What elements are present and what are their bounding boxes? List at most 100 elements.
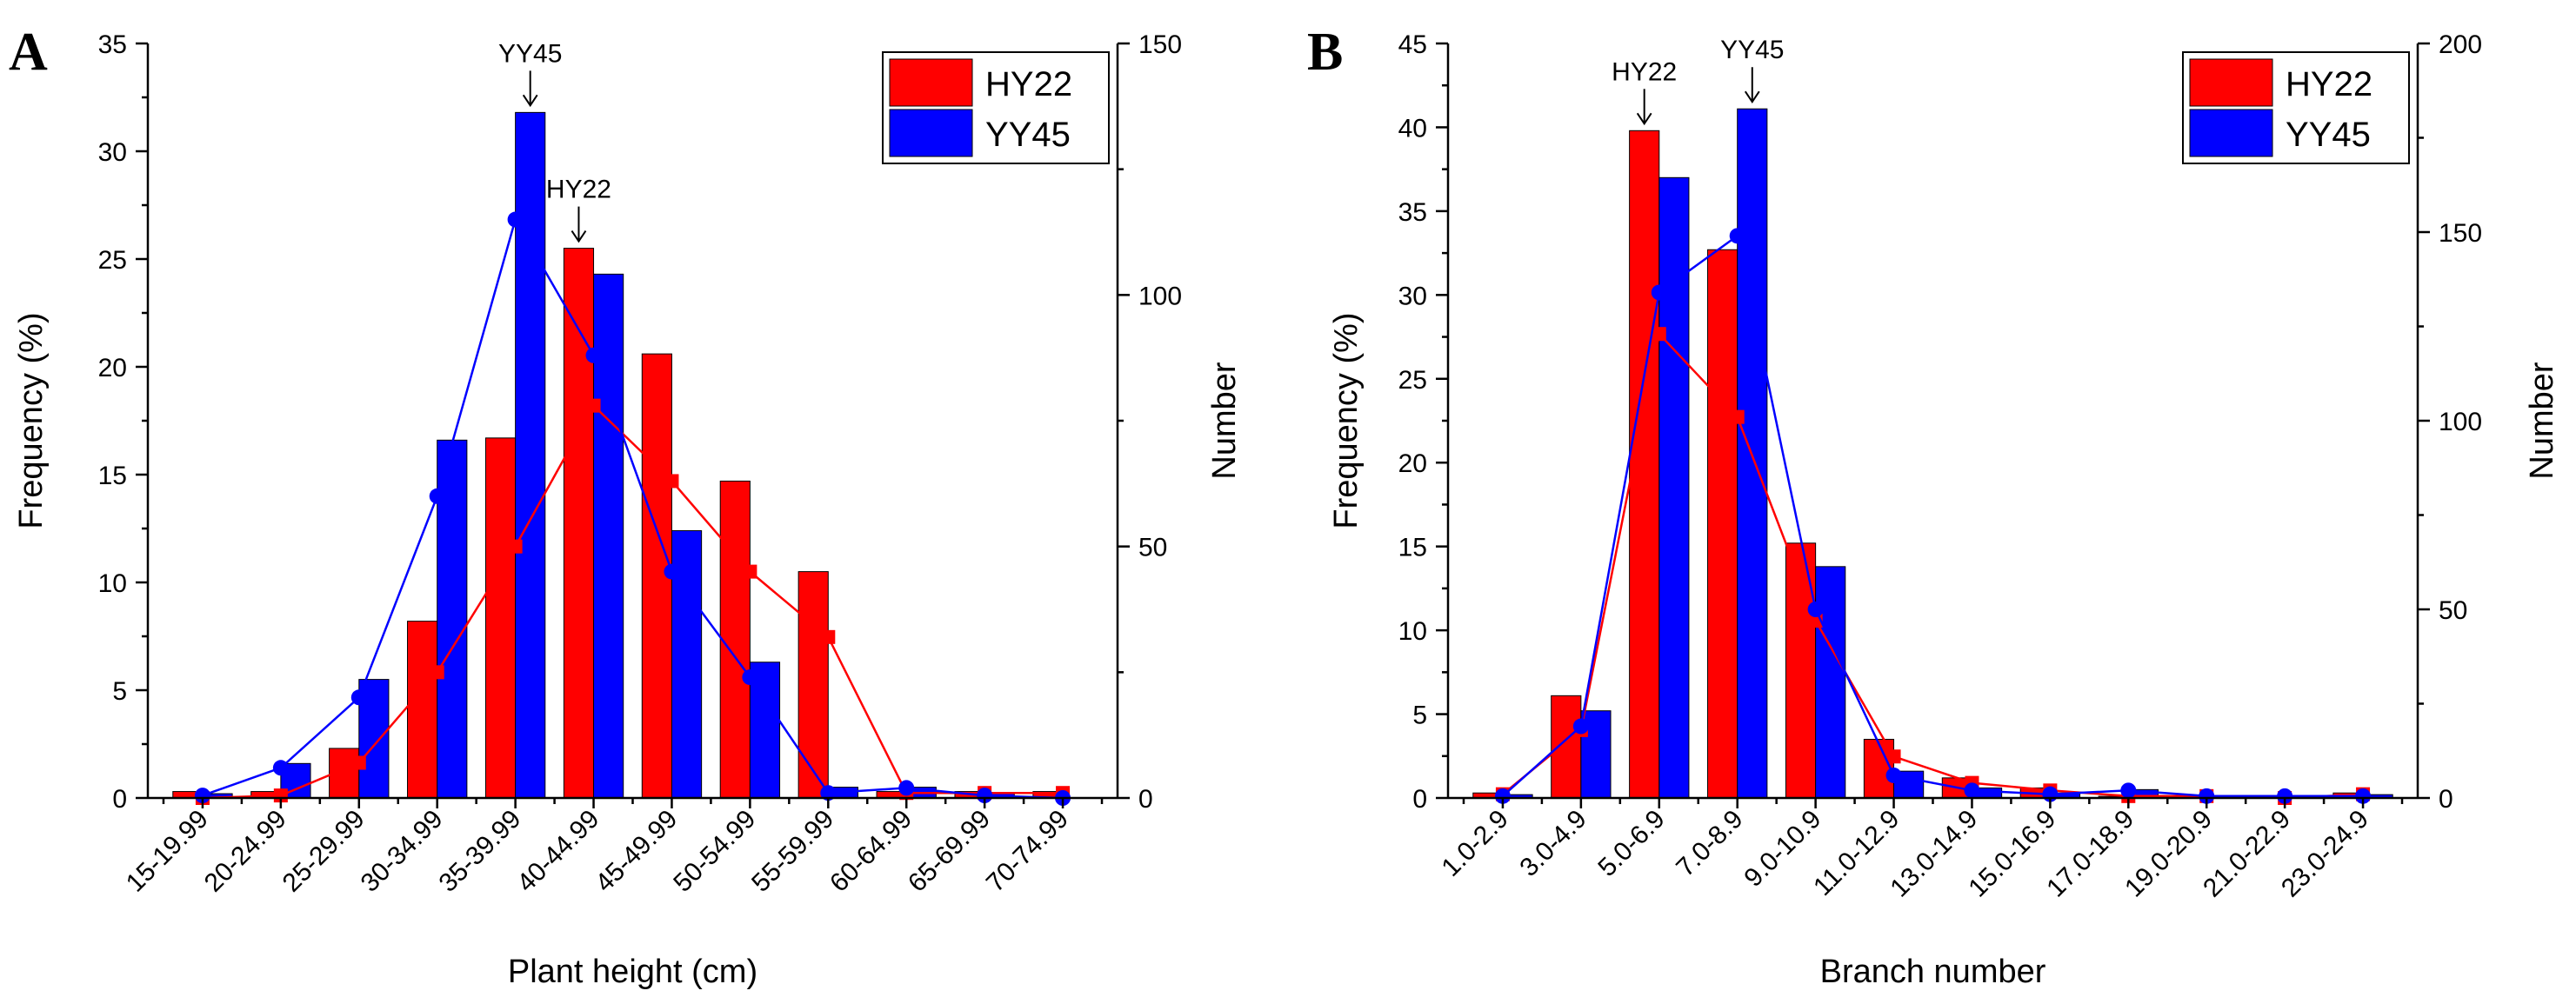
- y2-tick-label: 200: [2439, 30, 2482, 59]
- y2-tick-label: 0: [1138, 785, 1153, 814]
- y2-tick-label: 100: [1138, 282, 1182, 310]
- x-tick-label: 70-74.99: [981, 805, 1074, 898]
- y-tick-label: 20: [98, 354, 127, 382]
- y2-tick-label: 150: [2439, 219, 2482, 248]
- legend-swatch-hy22: [889, 58, 973, 107]
- count-point-hy22-3: [430, 665, 444, 680]
- count-point-yy45-0: [194, 788, 210, 804]
- x-tick-label: 15-19.99: [121, 805, 214, 898]
- count-point-yy45-8: [2120, 782, 2137, 799]
- x-tick-label: 5.0-6.9: [1592, 805, 1670, 882]
- x-tick-label: 50-54.99: [668, 805, 761, 898]
- x-axis-title: Plant height (cm): [508, 954, 757, 990]
- y-tick-label: 5: [1412, 701, 1427, 730]
- count-point-yy45-6: [1964, 782, 1980, 799]
- y-tick-label: 5: [112, 677, 127, 706]
- y-tick-label: 35: [1398, 198, 1427, 227]
- bar-yy45-2: [1658, 176, 1690, 799]
- annotation-arrowhead: [1744, 90, 1760, 104]
- count-point-yy45-2: [350, 689, 367, 706]
- annotation-label: HY22: [546, 176, 611, 204]
- count-point-yy45-0: [1494, 788, 1511, 804]
- x-tick-label: 7.0-8.9: [1671, 805, 1748, 882]
- x-tick-label: 35-39.99: [433, 805, 526, 898]
- count-point-hy22-3: [1730, 409, 1745, 424]
- count-point-hy22-5: [1886, 749, 1901, 764]
- legend-label-yy45: YY45: [2286, 116, 2371, 154]
- count-point-hy22-7: [743, 564, 757, 579]
- y-tick-label: 0: [112, 785, 127, 814]
- count-point-yy45-1: [272, 760, 289, 776]
- count-point-hy22-8: [821, 629, 836, 644]
- count-point-yy45-4: [1807, 602, 1824, 617]
- bar-hy22-7: [719, 480, 751, 799]
- annotation-arrowhead: [522, 94, 538, 108]
- count-point-yy45-10: [977, 788, 993, 804]
- y-tick-label: 25: [1398, 366, 1427, 395]
- bar-hy22-4: [484, 437, 517, 799]
- y-axis-title: Frequency (%): [1328, 312, 1365, 529]
- legend-swatch-yy45: [2189, 109, 2273, 157]
- count-point-yy45-1: [1572, 718, 1589, 735]
- bar-yy45-4: [1815, 566, 1846, 799]
- y-tick-label: 30: [98, 138, 127, 167]
- panel-letter: A: [9, 23, 48, 82]
- count-point-hy22-2: [1652, 327, 1666, 342]
- count-line-hy22: [202, 403, 1064, 800]
- legend-swatch-hy22: [2189, 58, 2273, 107]
- y2-tick-label: 150: [1138, 30, 1182, 59]
- y2-tick-label: 100: [2439, 408, 2482, 436]
- count-line-yy45: [202, 216, 1064, 800]
- x-axis-title: Branch number: [1820, 954, 2046, 990]
- count-point-hy22-4: [508, 539, 523, 554]
- legend-label-hy22: HY22: [985, 65, 1072, 103]
- chart-panel-a: A 0 5 10 15 20 25 30 35 0 50 100 150 15-19.9920-24.99…: [9, 23, 1243, 990]
- y2-axis-title: Number: [2524, 362, 2560, 479]
- y-tick-label: 45: [1398, 30, 1427, 59]
- count-point-yy45-7: [742, 669, 758, 686]
- annotation-arrowhead: [1636, 112, 1652, 126]
- annotation-arrowhead: [571, 230, 587, 243]
- x-tick-label: 3.0-4.9: [1514, 805, 1592, 882]
- count-point-yy45-11: [2355, 788, 2372, 804]
- count-point-hy22-5: [586, 398, 601, 413]
- y-tick-label: 40: [1398, 114, 1427, 143]
- bar-hy22-3: [407, 621, 438, 799]
- panel-letter: B: [1307, 23, 1343, 82]
- count-point-yy45-5: [1885, 767, 1902, 783]
- x-tick-label: 65-69.99: [903, 805, 996, 898]
- y2-tick-label: 50: [2439, 596, 2467, 625]
- count-point-hy22-2: [351, 755, 366, 770]
- legend-label-hy22: HY22: [2286, 65, 2372, 103]
- x-tick-label: 25-29.99: [277, 805, 370, 898]
- y-tick-label: 25: [98, 246, 127, 275]
- count-point-yy45-5: [585, 347, 602, 363]
- y-tick-label: 10: [1398, 617, 1427, 646]
- y-tick-label: 10: [98, 569, 127, 598]
- count-point-yy45-3: [429, 488, 445, 504]
- y2-tick-label: 50: [1138, 534, 1167, 562]
- y-tick-label: 35: [98, 30, 127, 59]
- annotation-label: HY22: [1612, 57, 1677, 86]
- annotation-label: YY45: [1720, 36, 1784, 64]
- x-tick-label: 1.0-2.9: [1437, 805, 1514, 882]
- y-tick-label: 15: [1398, 534, 1427, 562]
- bar-hy22-3: [1707, 249, 1738, 799]
- bar-yy45-5: [593, 273, 624, 799]
- count-point-yy45-4: [507, 211, 524, 228]
- legend-label-yy45: YY45: [985, 116, 1071, 154]
- count-point-yy45-10: [2277, 788, 2293, 804]
- x-tick-label: 20-24.99: [199, 805, 292, 898]
- y-tick-label: 0: [1412, 785, 1427, 814]
- x-tick-label: 30-34.99: [356, 805, 449, 898]
- count-point-yy45-6: [664, 563, 680, 580]
- bar-hy22-1: [1551, 695, 1582, 799]
- annotation-label: YY45: [498, 39, 562, 68]
- count-line-yy45: [1502, 234, 2364, 798]
- y-tick-label: 30: [1398, 282, 1427, 310]
- y-tick-label: 15: [98, 462, 127, 490]
- x-tick-label: 45-49.99: [590, 805, 683, 898]
- count-point-hy22-6: [664, 474, 679, 489]
